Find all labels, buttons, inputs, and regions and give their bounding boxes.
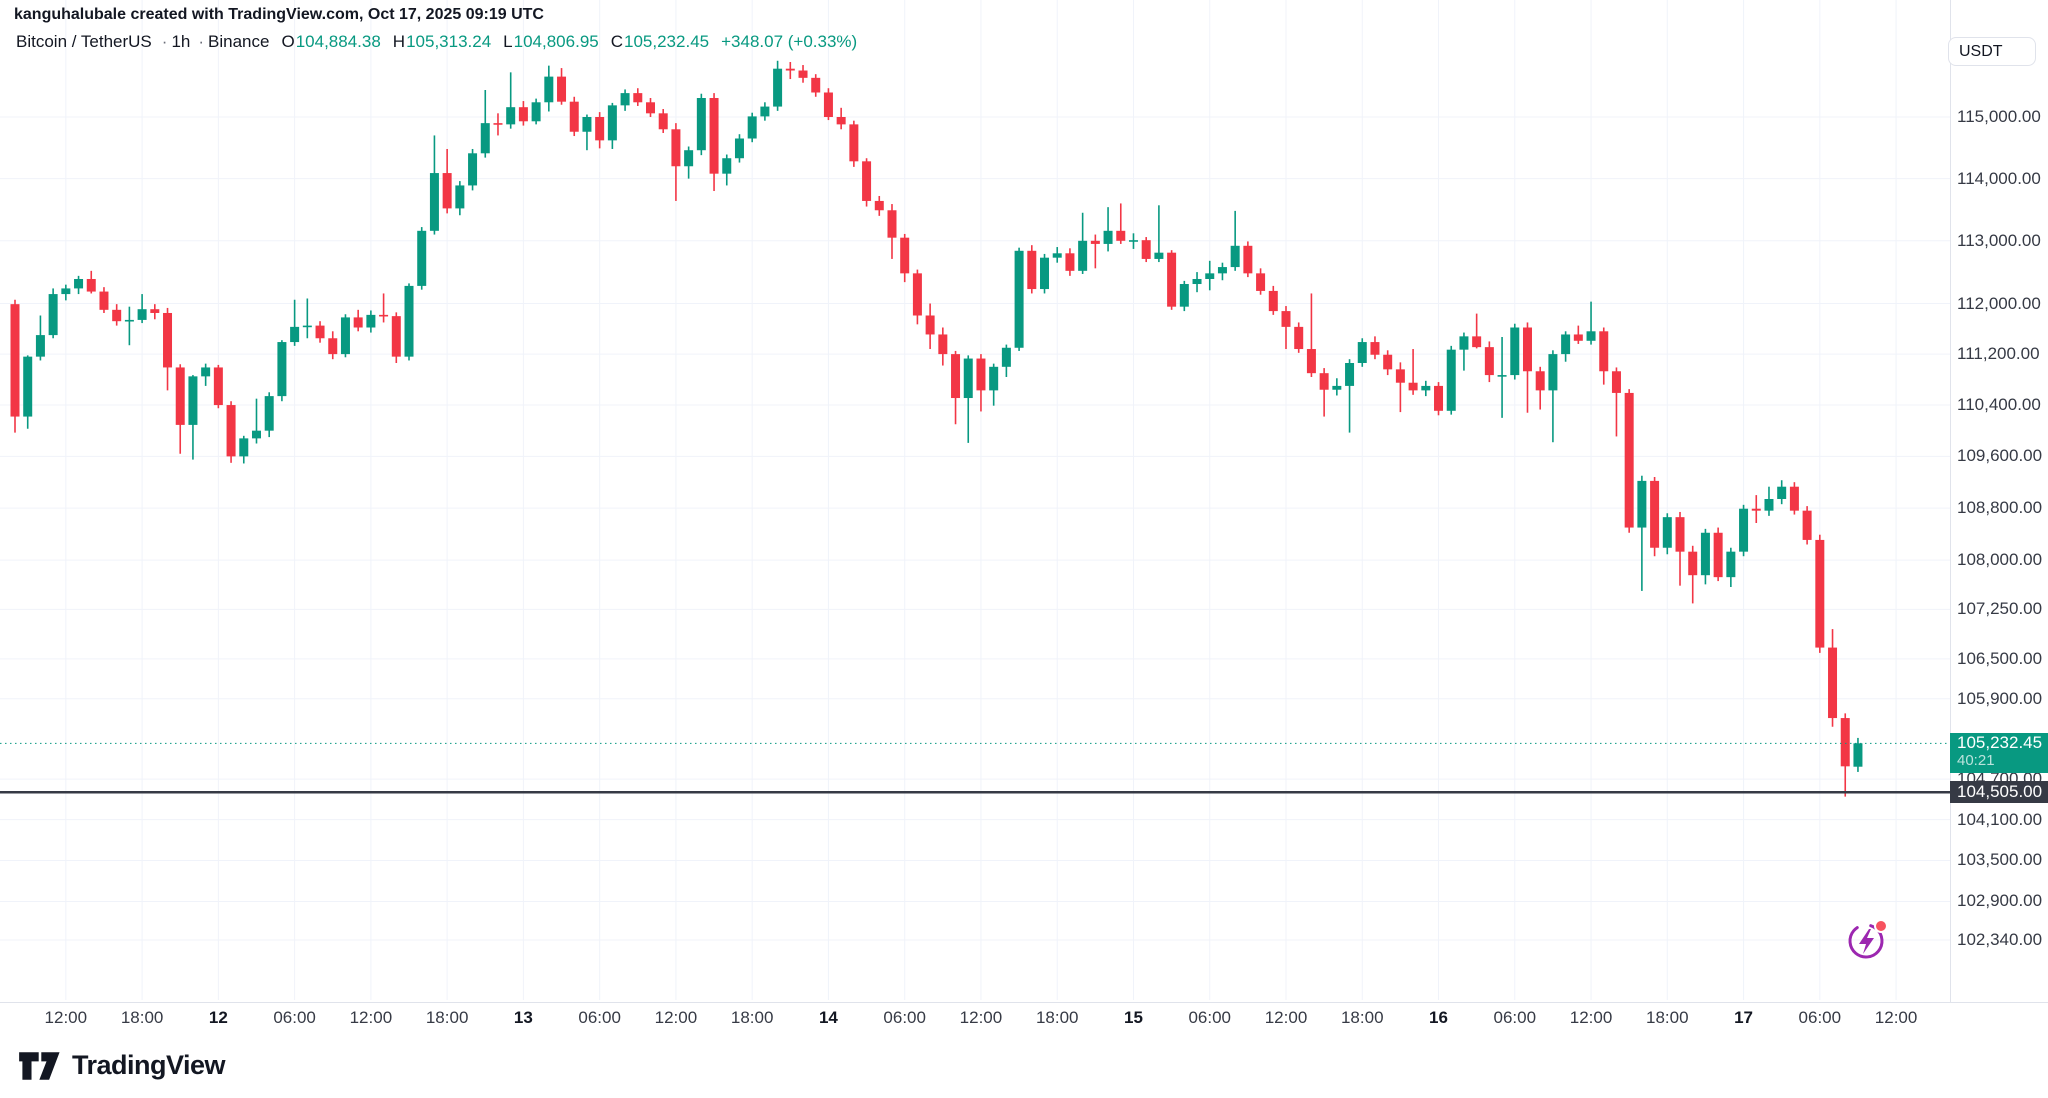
bar-countdown: 40:21 <box>1957 752 1995 770</box>
time-axis-label: 18:00 <box>730 1008 774 1027</box>
flash-indicator-icon[interactable] <box>1846 917 1892 963</box>
interval-label[interactable]: 1h <box>171 32 191 51</box>
high-letter: H <box>392 32 406 51</box>
time-axis-label: 16 <box>1429 1008 1448 1027</box>
price-axis-label: 108,000.00 <box>1957 550 2043 570</box>
time-axis-label: 06:00 <box>1188 1008 1232 1027</box>
time-axis-label: 06:00 <box>1798 1008 1842 1027</box>
open-letter: O <box>281 32 295 51</box>
symbol-name[interactable]: Bitcoin / TetherUS <box>16 32 152 51</box>
time-axis-label: 12:00 <box>1874 1008 1918 1027</box>
price-level-badge: 104,505.00 <box>1950 781 2048 804</box>
price-axis-label: 102,900.00 <box>1957 891 2043 911</box>
time-axis-label: 17 <box>1734 1008 1754 1027</box>
time-axis-label: 18:00 <box>1340 1008 1384 1027</box>
close-value: 105,232.45 <box>624 32 710 51</box>
high-value: 105,313.24 <box>406 32 492 51</box>
close-letter: C <box>610 32 624 51</box>
price-axis-label: 103,500.00 <box>1957 850 2043 870</box>
price-axis-label: 105,900.00 <box>1957 688 2043 708</box>
price-axis-label: 109,600.00 <box>1957 446 2043 466</box>
time-axis-label: 12:00 <box>44 1008 88 1027</box>
attribution-text: kanguhalubale created with TradingView.c… <box>14 6 544 23</box>
time-axis-label: 12:00 <box>349 1008 393 1027</box>
legend-separator-2: · <box>198 32 205 51</box>
price-axis-label: 114,000.00 <box>1957 168 2041 188</box>
price-axis-separator <box>1950 0 1951 1002</box>
time-axis-label: 12:00 <box>1264 1008 1308 1027</box>
time-axis-label: 12:00 <box>959 1008 1003 1027</box>
tradingview-logo-mark <box>19 1051 60 1080</box>
price-axis-label: 110,400.00 <box>1957 395 2041 415</box>
lightning-bolt-icon <box>1859 929 1874 954</box>
time-axis-label: 12:00 <box>654 1008 698 1027</box>
price-axis-label: 106,500.00 <box>1957 648 2043 668</box>
chart-legend[interactable]: Bitcoin / TetherUS · 1h · Binance O104,884.38… <box>16 32 861 52</box>
currency-toggle-button[interactable]: USDT <box>1948 37 2036 66</box>
time-axis-label: 12:00 <box>1569 1008 1613 1027</box>
time-axis-label: 06:00 <box>1493 1008 1537 1027</box>
open-value: 104,884.38 <box>295 32 381 51</box>
last-price-badge: 105,232.45 40:21 <box>1950 733 2048 774</box>
legend-separator: · <box>161 32 168 51</box>
price-axis-label: 107,250.00 <box>1957 599 2043 619</box>
time-axis-label: 18:00 <box>425 1008 469 1027</box>
price-axis-label: 112,000.00 <box>1957 293 2041 313</box>
time-axis-label: 06:00 <box>883 1008 926 1027</box>
price-axis-label: 108,800.00 <box>1957 498 2043 518</box>
time-axis-label: 18:00 <box>120 1008 164 1027</box>
tradingview-logo[interactable]: TradingView <box>18 1050 226 1081</box>
time-axis-label: 13 <box>513 1008 533 1027</box>
time-axis-label: 14 <box>818 1008 838 1027</box>
tradingview-wordmark: TradingView <box>72 1050 226 1080</box>
price-axis-label: 113,000.00 <box>1957 230 2041 250</box>
time-axis-label: 15 <box>1124 1008 1143 1027</box>
time-axis-label: 18:00 <box>1035 1008 1079 1027</box>
exchange-label: Binance <box>208 32 270 51</box>
time-axis-label: 12 <box>208 1008 228 1027</box>
price-axis-label: 111,200.00 <box>1957 344 2040 364</box>
price-axis-label: 104,100.00 <box>1957 809 2043 829</box>
last-price-value: 105,232.45 <box>1957 733 2043 753</box>
time-axis-label: 06:00 <box>578 1008 621 1027</box>
time-axis-label: 18:00 <box>1646 1008 1689 1027</box>
time-axis-label: 06:00 <box>273 1008 316 1027</box>
low-value: 104,806.95 <box>513 32 599 51</box>
price-axis-label: 102,340.00 <box>1957 930 2043 949</box>
time-axis-separator <box>0 1002 2048 1003</box>
price-axis-label: 115,000.00 <box>1957 107 2041 126</box>
low-letter: L <box>503 32 513 51</box>
change-value: +348.07 (+0.33%) <box>721 32 858 51</box>
notification-dot <box>1874 919 1888 933</box>
